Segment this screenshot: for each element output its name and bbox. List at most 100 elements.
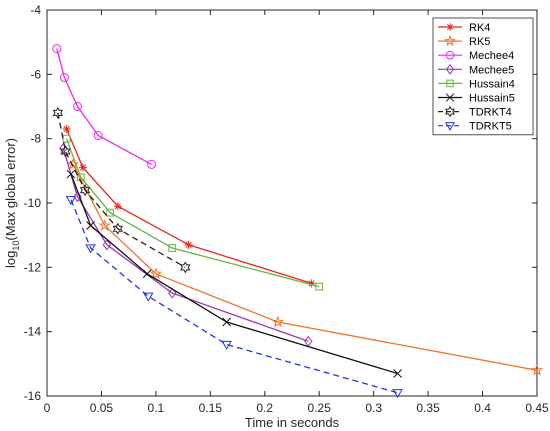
- marker-triangle-down: [392, 389, 403, 399]
- marker-circle: [445, 50, 455, 60]
- x-tick-label: 0.45: [525, 401, 549, 415]
- ticks-layer: 0 0.05 0.1 0.15 0.2 0.25 0.3 0.35 0.4 0.45 -16 -14 -…: [24, 3, 549, 415]
- series-hussain4: [62, 134, 324, 291]
- legend-label: TDRKT4: [469, 107, 512, 119]
- marker-diamond: [445, 63, 455, 75]
- y-tick-label: -6: [30, 67, 41, 81]
- marker-star: [98, 219, 111, 231]
- legend-item: Mechee5: [438, 63, 514, 76]
- series-line: [62, 148, 309, 342]
- marker-x: [445, 93, 455, 102]
- marker-star: [149, 267, 162, 279]
- marker-triangle-down: [65, 196, 77, 206]
- legend-item: RK5: [438, 34, 490, 48]
- x-tick-label: 0.4: [474, 401, 491, 415]
- legend-label: RK4: [469, 22, 490, 34]
- x-tick-label: 0.25: [308, 401, 332, 415]
- marker-hexagram: [180, 261, 191, 274]
- marker-hexagram: [79, 184, 91, 197]
- marker-triangle-down: [142, 292, 154, 302]
- series-mechee5: [59, 142, 313, 347]
- marker-x: [66, 169, 76, 179]
- x-tick-label: 0.15: [199, 401, 223, 415]
- marker-triangle-down: [444, 122, 456, 131]
- series-hussain5: [66, 169, 402, 378]
- marker-hexagram: [112, 222, 123, 235]
- marker-triangle-down: [221, 340, 232, 350]
- marker-triangle-down: [85, 244, 96, 254]
- series-line: [56, 48, 152, 165]
- series-rk4: [62, 125, 316, 288]
- marker-circle: [59, 73, 69, 83]
- legend-item: TDRKT5: [438, 121, 512, 133]
- x-tick-label: 0: [44, 401, 51, 415]
- marker-star: [444, 34, 456, 47]
- marker-asterisk: [78, 163, 87, 172]
- y-tick-label: -14: [24, 325, 42, 339]
- x-axis-title: Time in seconds: [245, 415, 340, 430]
- y-tick-label: -10: [24, 196, 42, 210]
- legend-item: Mechee4: [438, 50, 514, 62]
- legend-label: Mechee5: [469, 64, 514, 76]
- marker-hexagram: [52, 106, 64, 119]
- series-line: [72, 164, 538, 371]
- marker-square: [62, 134, 71, 143]
- legend: RK4 RK5 Mechee4 Mechee5 Hussain4 Hussain5 TDRK…: [432, 17, 534, 136]
- series-tdrkt5: [65, 196, 403, 399]
- y-tick-label: -12: [24, 260, 42, 274]
- marker-diamond: [73, 190, 82, 203]
- x-tick-label: 0.1: [148, 401, 165, 415]
- y-tick-label: -4: [30, 3, 41, 17]
- marker-square: [168, 244, 177, 252]
- y-axis-title-log: log: [3, 251, 18, 268]
- marker-square: [446, 79, 454, 88]
- marker-asterisk: [307, 279, 316, 288]
- legend-item: RK4: [438, 22, 490, 34]
- marker-circle: [52, 44, 62, 54]
- x-tick-label: 0.35: [416, 401, 440, 415]
- series-line: [70, 199, 398, 394]
- marker-asterisk: [446, 23, 454, 31]
- marker-asterisk: [62, 125, 71, 134]
- marker-hexagram: [445, 105, 455, 118]
- marker-x: [142, 269, 152, 279]
- legend-item: Hussain5: [438, 93, 515, 105]
- x-tick-label: 0.3: [365, 401, 382, 415]
- series-tdrkt4: [52, 106, 191, 274]
- series-rk5: [67, 157, 544, 376]
- legend-label: Mechee4: [469, 50, 514, 62]
- x-tick-label: 0.05: [90, 401, 114, 415]
- marker-asterisk: [113, 202, 122, 211]
- marker-circle: [72, 102, 82, 111]
- legend-label: Hussain5: [469, 93, 515, 105]
- series-layer: [52, 44, 544, 399]
- marker-x: [86, 221, 95, 230]
- marker-diamond: [167, 287, 177, 299]
- marker-star: [67, 157, 80, 170]
- marker-circle: [93, 130, 103, 140]
- legend-label: TDRKT5: [469, 121, 512, 133]
- marker-x: [222, 317, 232, 327]
- y-axis-title: log10(Max global error): [3, 138, 21, 268]
- marker-x: [393, 369, 402, 378]
- legend-item: Hussain4: [438, 78, 515, 90]
- marker-circle: [147, 159, 157, 169]
- series-line: [65, 138, 320, 288]
- legend-item: TDRKT4: [438, 105, 512, 119]
- y-tick-label: -8: [30, 132, 41, 146]
- y-axis-title-subscript: 10: [11, 241, 21, 251]
- marker-diamond: [102, 239, 112, 251]
- y-tick-label: -16: [24, 389, 42, 403]
- marker-square: [315, 282, 324, 291]
- marker-hexagram: [60, 145, 71, 158]
- x-tick-label: 0.2: [256, 401, 273, 415]
- y-axis-title-rest: (Max global error): [3, 138, 18, 241]
- marker-star: [271, 315, 284, 328]
- legend-label: Hussain4: [469, 78, 515, 90]
- marker-square: [106, 208, 115, 217]
- series-mechee4: [52, 44, 157, 169]
- series-line: [57, 112, 186, 268]
- marker-asterisk: [184, 240, 193, 249]
- marker-star: [530, 363, 544, 376]
